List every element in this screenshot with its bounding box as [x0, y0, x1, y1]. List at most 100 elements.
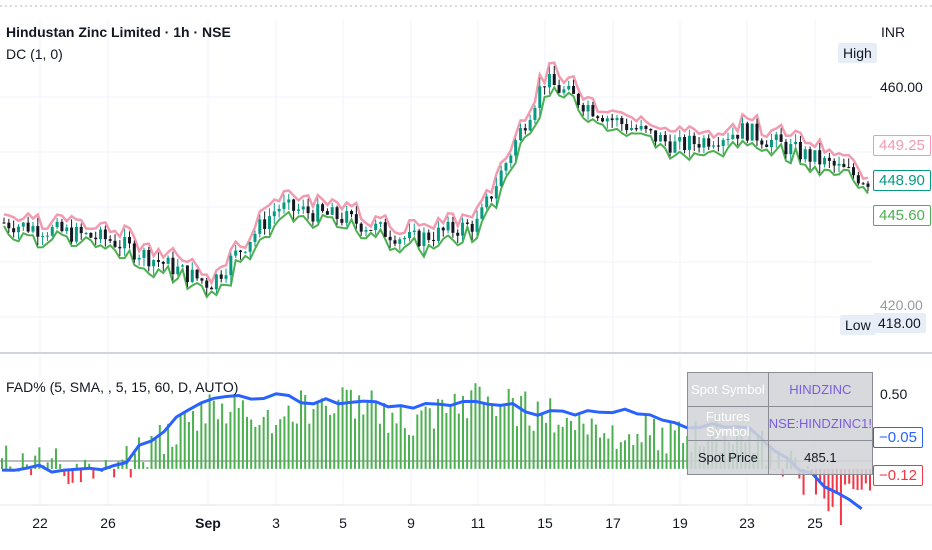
- histogram-bar: [34, 455, 37, 469]
- candle-body: [504, 163, 508, 171]
- candle-body: [610, 118, 614, 121]
- histogram-bar: [138, 437, 141, 469]
- candle-body: [480, 207, 484, 219]
- histogram-bar: [204, 423, 207, 469]
- histogram-bar: [848, 468, 851, 484]
- candle-body: [234, 250, 238, 256]
- histogram-bar: [437, 398, 440, 469]
- histogram-bar: [839, 468, 842, 526]
- x-label-19: 19: [672, 515, 688, 531]
- histogram-bar: [416, 414, 419, 469]
- candle-body: [465, 222, 469, 224]
- histogram-bar: [192, 411, 195, 469]
- candle-body: [832, 160, 836, 166]
- candle-body: [253, 233, 257, 242]
- histogram-bar: [819, 468, 822, 483]
- candle-body: [325, 211, 329, 215]
- histogram-bar: [225, 423, 228, 469]
- histogram-bar: [682, 443, 685, 469]
- histogram-bar: [557, 424, 560, 469]
- candle-body: [142, 250, 146, 258]
- candle-body: [760, 140, 764, 145]
- histogram-bar: [179, 414, 182, 469]
- info-key: Futures Symbol: [687, 406, 769, 441]
- candle-body: [359, 223, 363, 232]
- price-tick-420: 420.00: [880, 297, 923, 313]
- histogram-bar: [370, 390, 373, 469]
- candle-body: [726, 139, 730, 141]
- candle-body: [345, 211, 349, 223]
- candle-body: [789, 144, 793, 155]
- candle-body: [55, 221, 59, 228]
- fad-indicator-label[interactable]: FAD% (5, SMA, , 5, 15, 60, D, AUTO): [6, 379, 239, 395]
- candle-body: [847, 167, 851, 169]
- histogram-bar: [79, 468, 82, 482]
- histogram-bar: [84, 459, 87, 469]
- candle-body: [195, 269, 199, 279]
- candle-body: [605, 118, 609, 122]
- candle-body: [803, 149, 807, 160]
- candle-body: [239, 250, 243, 252]
- last-lower-band-badge: 445.60: [873, 205, 931, 226]
- x-label-5: 5: [339, 515, 347, 531]
- candle-body: [818, 150, 822, 165]
- x-label-17: 17: [605, 515, 621, 531]
- histogram-bar: [316, 401, 319, 469]
- candle-body: [451, 221, 455, 233]
- candle-body: [84, 232, 88, 234]
- histogram-bar: [75, 463, 78, 469]
- histogram-bar: [233, 393, 236, 469]
- info-key: Spot Symbol: [687, 372, 769, 407]
- histogram-bar: [187, 421, 190, 469]
- histogram-bar: [54, 448, 57, 469]
- candle-body: [432, 239, 436, 242]
- candle-body: [586, 105, 590, 112]
- candle-body: [673, 141, 677, 153]
- candle-body: [147, 250, 151, 267]
- x-label-9: 9: [407, 515, 415, 531]
- histogram-bar: [21, 453, 24, 469]
- candle-body: [663, 134, 667, 142]
- x-label-3: 3: [272, 515, 280, 531]
- histogram-bar: [831, 468, 834, 507]
- histogram-bar: [258, 424, 261, 469]
- histogram-bar: [320, 398, 323, 469]
- dc-indicator-label[interactable]: DC (1, 0): [6, 46, 63, 62]
- histogram-bar: [337, 399, 340, 469]
- histogram-bar: [229, 411, 232, 469]
- histogram-bar: [333, 413, 336, 469]
- info-row-spot-price: Spot Price 485.1: [687, 440, 874, 475]
- histogram-bar: [250, 419, 253, 469]
- candle-body: [108, 239, 112, 241]
- candle-body: [842, 163, 846, 168]
- histogram-bar: [653, 418, 656, 469]
- candle-body: [94, 237, 98, 240]
- histogram-bar: [466, 418, 469, 469]
- histogram-bar: [511, 397, 514, 469]
- candle-body: [827, 157, 831, 161]
- candle-body: [779, 134, 783, 142]
- histogram-bar: [354, 418, 357, 469]
- candle-body: [625, 124, 629, 131]
- histogram-bar: [216, 419, 219, 469]
- candle-body: [547, 74, 551, 88]
- candle-body: [388, 236, 392, 241]
- candle-body: [383, 222, 387, 237]
- histogram-bar: [578, 412, 581, 469]
- candle-body: [407, 231, 411, 238]
- info-value: 485.1: [767, 440, 874, 475]
- histogram-bar: [478, 386, 481, 469]
- histogram-bar: [457, 413, 460, 469]
- histogram-bar: [378, 423, 381, 469]
- candle-body: [576, 93, 580, 106]
- histogram-bar: [212, 400, 215, 469]
- candle-body: [65, 227, 69, 232]
- candle-body: [190, 269, 194, 282]
- histogram-bar: [590, 418, 593, 469]
- histogram-bar: [324, 405, 327, 469]
- histogram-bar: [312, 409, 315, 469]
- candle-body: [41, 236, 45, 238]
- candle-body: [741, 123, 745, 139]
- histogram-bar: [408, 434, 411, 469]
- candle-body: [205, 280, 209, 288]
